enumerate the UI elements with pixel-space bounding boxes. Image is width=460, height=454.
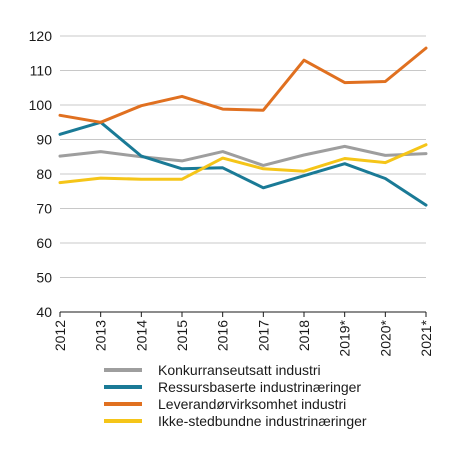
series-line xyxy=(58,143,428,185)
x-tick-label: 2018 xyxy=(296,320,312,351)
y-tick-label: 120 xyxy=(29,28,53,44)
y-tick-label: 70 xyxy=(36,201,52,217)
y-tick-label: 110 xyxy=(30,63,53,79)
legend-label: Leverandørvirksomhet industri xyxy=(158,396,346,412)
y-tick-label: 90 xyxy=(36,132,52,148)
y-axis-ticks: 40 50 60 70 80 90 100 110 120 xyxy=(29,28,53,320)
y-tick-label: 60 xyxy=(36,235,52,251)
x-axis-ticks: 2012 2013 2014 2015 2016 2017 2018 2019* 2020* 20… xyxy=(52,312,434,357)
x-tick-label: 2014 xyxy=(133,320,149,351)
series-line xyxy=(58,144,428,167)
x-tick-label: 2017 xyxy=(255,320,271,351)
legend-label: Ressursbaserte industrinæringer xyxy=(158,379,361,395)
y-tick-label: 80 xyxy=(36,166,52,182)
x-tick-label: 2013 xyxy=(93,320,109,351)
series-line xyxy=(58,46,428,124)
y-tick-label: 50 xyxy=(36,270,52,286)
x-tick-label: 2012 xyxy=(52,320,68,351)
legend: Konkurranseutsatt industriRessursbaserte… xyxy=(104,362,367,429)
x-tick-label: 2020* xyxy=(377,319,393,356)
x-tick-label: 2021* xyxy=(418,319,434,356)
x-tick-label: 2016 xyxy=(215,320,231,351)
x-tick-label: 2015 xyxy=(174,320,190,351)
legend-label: Konkurranseutsatt industri xyxy=(158,362,321,378)
series-lines xyxy=(58,46,428,207)
legend-label: Ikke-stedbundne industrinæringer xyxy=(158,413,367,429)
y-tick-label: 100 xyxy=(29,97,53,113)
y-tick-label: 40 xyxy=(36,304,52,320)
series-line xyxy=(58,120,428,207)
x-tick-label: 2019* xyxy=(337,319,353,356)
